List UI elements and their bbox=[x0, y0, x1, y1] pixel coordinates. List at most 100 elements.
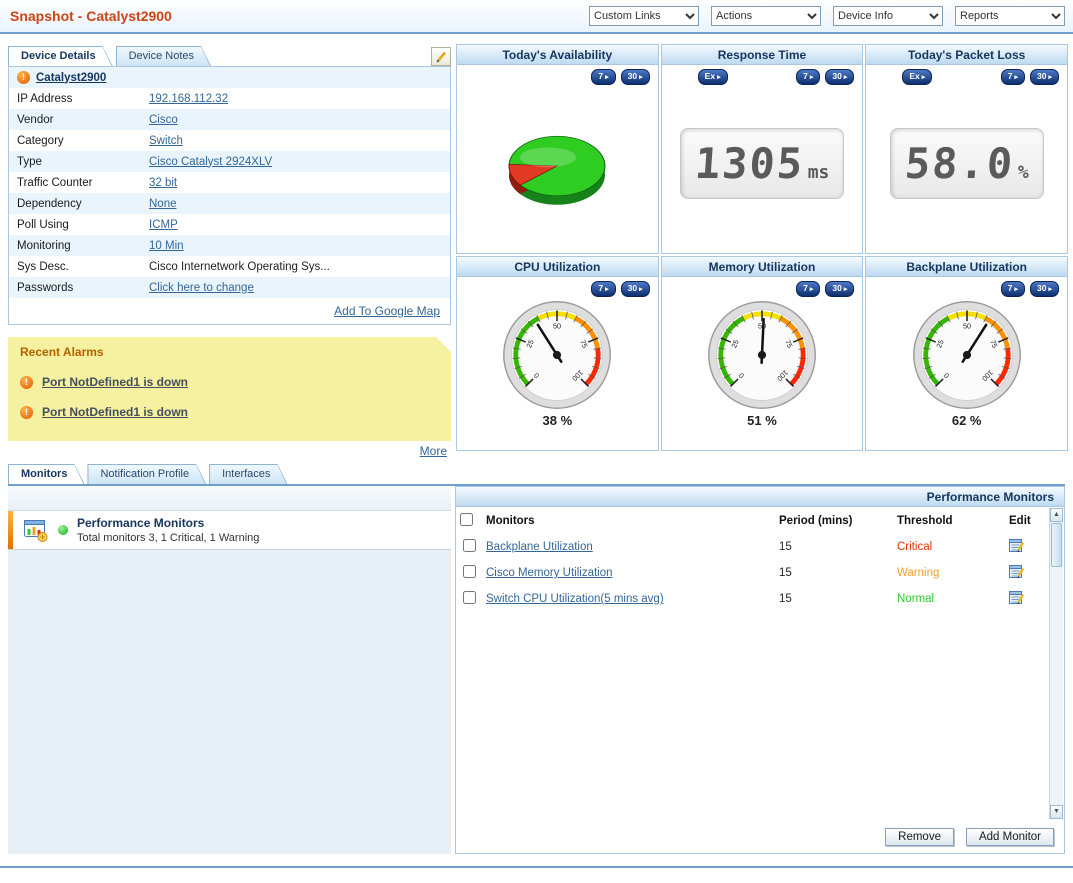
svg-text:50: 50 bbox=[963, 321, 971, 330]
device-detail-label: Type bbox=[9, 151, 141, 172]
column-edit: Edit bbox=[1005, 507, 1047, 534]
device-detail-label: Dependency bbox=[9, 193, 141, 214]
response-time-value: 1305 bbox=[693, 139, 806, 188]
custom-links-dropdown[interactable]: Custom Links bbox=[589, 6, 699, 26]
widget-memory-utilization: Memory Utilization 7▸30▸ 0255075100 51 % bbox=[661, 256, 864, 451]
alert-icon: ! bbox=[20, 406, 33, 419]
alarm-item: !Port NotDefined1 is down bbox=[20, 375, 439, 389]
performance-monitors-item[interactable]: Performance Monitors Total monitors 3, 1… bbox=[8, 510, 451, 550]
vertical-scrollbar[interactable]: ▲ ▼ bbox=[1049, 508, 1063, 819]
widget-response-time: Response Time Ex▸7▸30▸ 1305 ms bbox=[661, 44, 864, 254]
scroll-down-button[interactable]: ▼ bbox=[1050, 805, 1063, 819]
column-monitors: Monitors bbox=[482, 507, 775, 534]
device-detail-value-link[interactable]: ICMP bbox=[149, 219, 178, 231]
footer-divider bbox=[0, 866, 1073, 868]
response-time-unit: ms bbox=[808, 162, 830, 183]
alarm-list: !Port NotDefined1 is down!Port NotDefine… bbox=[20, 375, 439, 419]
tab-label: Device Notes bbox=[117, 47, 210, 66]
svg-text:50: 50 bbox=[553, 321, 561, 330]
device-detail-row: IP Address192.168.112.32 bbox=[9, 88, 450, 109]
monitor-period: 15 bbox=[775, 586, 893, 612]
packet-loss-value: 58.0 bbox=[903, 139, 1016, 188]
tab-label: Interfaces bbox=[210, 465, 286, 484]
dashboard-widgets: Today's Availability 7▸30▸ Response Time… bbox=[456, 44, 1068, 451]
reports-dropdown[interactable]: Reports bbox=[955, 6, 1065, 26]
widget-range-buttons: 7▸30▸ bbox=[866, 277, 1067, 295]
alarm-link[interactable]: Port NotDefined1 is down bbox=[42, 375, 188, 389]
widget-title: CPU Utilization bbox=[457, 257, 658, 277]
device-detail-label: Category bbox=[9, 130, 141, 151]
widget-title: Today's Availability bbox=[457, 45, 658, 65]
device-detail-label: Sys Desc. bbox=[9, 256, 141, 277]
device-name-row: ! Catalyst2900 bbox=[9, 67, 450, 88]
map-row: Add To Google Map bbox=[9, 298, 450, 324]
monitor-table-buttons: Remove Add Monitor bbox=[456, 821, 1064, 853]
tab-label: Device Details bbox=[9, 47, 112, 66]
actions-dropdown[interactable]: Actions bbox=[711, 6, 821, 26]
device-detail-value-link[interactable]: None bbox=[149, 198, 177, 210]
device-detail-value-link[interactable]: Cisco Catalyst 2924XLV bbox=[149, 156, 272, 168]
device-tabs: Device Details Device Notes bbox=[8, 44, 451, 66]
performance-monitors-icon bbox=[22, 517, 48, 543]
widget-todays-availability: Today's Availability 7▸30▸ bbox=[456, 44, 659, 254]
add-to-google-map-link[interactable]: Add To Google Map bbox=[334, 304, 440, 318]
tab-interfaces[interactable]: Interfaces bbox=[209, 464, 287, 484]
widget-title: Backplane Utilization bbox=[866, 257, 1067, 277]
recent-alarms-title: Recent Alarms bbox=[20, 345, 439, 359]
monitor-item-subtitle: Total monitors 3, 1 Critical, 1 Warning bbox=[77, 532, 259, 544]
edit-icon[interactable] bbox=[1009, 538, 1025, 553]
column-period: Period (mins) bbox=[775, 507, 893, 534]
more-alarms-link[interactable]: More bbox=[420, 444, 447, 458]
widget-range-buttons: 7▸30▸ bbox=[457, 65, 658, 83]
device-detail-label: Traffic Counter bbox=[9, 172, 141, 193]
monitor-tabs: Monitors Notification Profile Interfaces bbox=[8, 464, 1065, 486]
device-detail-label: Passwords bbox=[9, 277, 141, 298]
select-all-checkbox[interactable] bbox=[460, 513, 473, 526]
tab-device-details[interactable]: Device Details bbox=[8, 46, 113, 66]
alarm-item: ! Port NotDefined1 is down bbox=[20, 405, 439, 419]
edit-icon[interactable] bbox=[1009, 590, 1025, 605]
device-alert-icon: ! bbox=[17, 71, 30, 84]
device-detail-value-link[interactable]: Switch bbox=[149, 135, 183, 147]
monitor-checkbox[interactable] bbox=[463, 565, 476, 578]
monitor-name-link[interactable]: Cisco Memory Utilization bbox=[486, 567, 613, 579]
device-info-dropdown[interactable]: Device Info bbox=[833, 6, 943, 26]
monitor-checkbox[interactable] bbox=[463, 591, 476, 604]
monitor-checkbox[interactable] bbox=[463, 539, 476, 552]
scroll-track[interactable] bbox=[1050, 568, 1063, 805]
tab-device-notes[interactable]: Device Notes bbox=[116, 46, 211, 66]
alarm-link[interactable]: Port NotDefined1 is down bbox=[42, 405, 188, 419]
monitor-name-link[interactable]: Switch CPU Utilization(5 mins avg) bbox=[486, 593, 664, 605]
packet-loss-display: 58.0 % bbox=[890, 128, 1044, 199]
monitor-name-link[interactable]: Backplane Utilization bbox=[486, 541, 593, 553]
device-detail-value-link[interactable]: 32 bit bbox=[149, 177, 177, 189]
device-detail-value-link[interactable]: 192.168.112.32 bbox=[149, 93, 228, 105]
scroll-thumb[interactable] bbox=[1051, 523, 1062, 567]
widget-title: Today's Packet Loss bbox=[866, 45, 1067, 65]
tab-monitors[interactable]: Monitors bbox=[8, 464, 84, 484]
edit-notes-button[interactable] bbox=[431, 47, 451, 66]
widget-range-buttons: Ex▸7▸30▸ bbox=[866, 65, 1067, 83]
remove-button[interactable]: Remove bbox=[885, 828, 954, 846]
threshold-status: Normal bbox=[897, 593, 934, 605]
device-column: Device Details Device Notes ! Catalyst290… bbox=[8, 44, 451, 461]
device-details-panel: !Catalyst2900 IP Address192.168.112.32Ve… bbox=[8, 66, 451, 325]
scroll-up-button[interactable]: ▲ bbox=[1050, 508, 1063, 522]
widget-cpu-utilization: CPU Utilization 7▸30▸ 0255075100 38 % bbox=[456, 256, 659, 451]
add-monitor-button[interactable]: Add Monitor bbox=[966, 828, 1054, 846]
device-detail-row: Dependency None bbox=[9, 193, 450, 214]
monitor-row: Backplane Utilization15Critical bbox=[456, 534, 1047, 560]
device-detail-row: Type Cisco Catalyst 2924XLV bbox=[9, 151, 450, 172]
edit-icon[interactable] bbox=[1009, 564, 1025, 579]
device-name-link[interactable]: Catalyst2900 bbox=[36, 72, 106, 84]
header-menus: Custom Links Actions Device Info Reports bbox=[589, 6, 1065, 26]
more-row: More bbox=[8, 441, 451, 461]
device-detail-value-link[interactable]: Cisco bbox=[149, 114, 178, 126]
packet-loss-unit: % bbox=[1018, 162, 1029, 183]
device-detail-value-link[interactable]: Click here to change bbox=[149, 282, 254, 294]
monitor-category-panel: Performance Monitors Total monitors 3, 1… bbox=[8, 486, 451, 854]
widget-title: Response Time bbox=[662, 45, 863, 65]
monitor-item-text: Performance Monitors Total monitors 3, 1… bbox=[77, 516, 259, 544]
device-detail-value-link[interactable]: 10 Min bbox=[149, 240, 184, 252]
tab-notification-profile[interactable]: Notification Profile bbox=[87, 464, 206, 484]
